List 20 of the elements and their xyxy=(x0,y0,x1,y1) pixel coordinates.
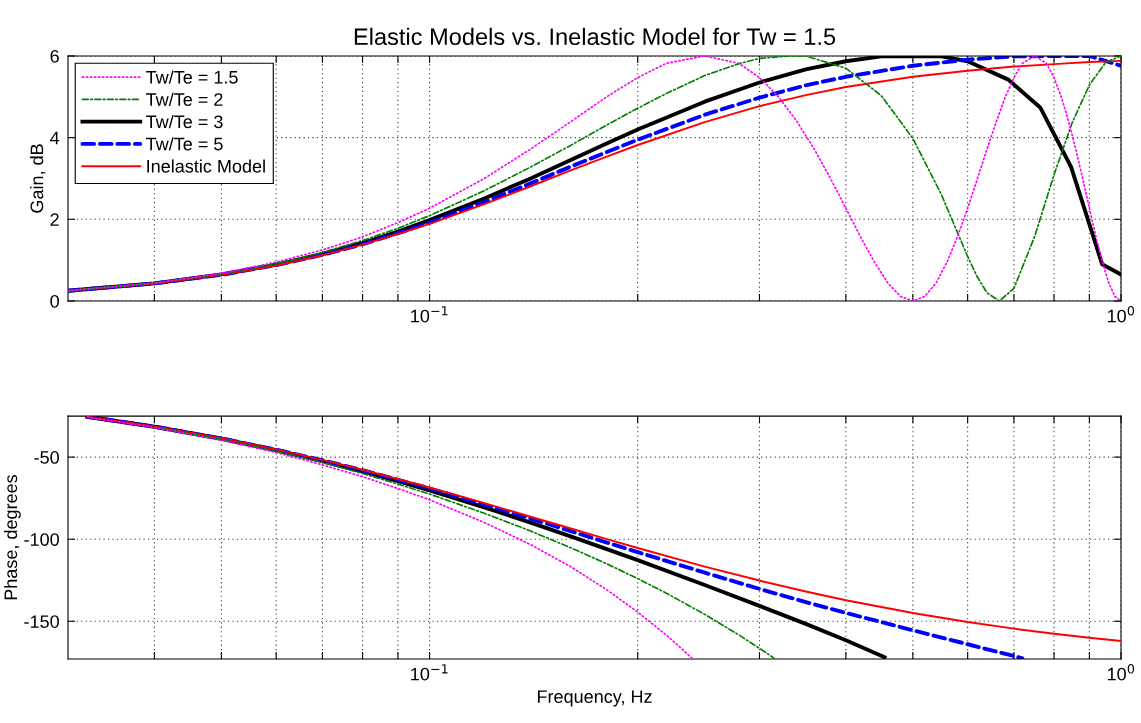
y-axis-title: Gain, dB xyxy=(30,144,46,213)
y-tick-label: -150 xyxy=(24,615,59,628)
legend-label: Tw/Te = 2 xyxy=(146,92,223,106)
x-tick-label: 10$^{0}$ xyxy=(1107,664,1135,681)
y-tick-label: -100 xyxy=(24,533,59,546)
y-tick-label: 0 xyxy=(50,294,59,308)
y-axis-title: Phase, degrees xyxy=(3,474,21,600)
legend-label: Inelastic Model xyxy=(147,159,265,173)
y-tick-label: 6 xyxy=(50,49,59,63)
x-axis-title: Frequency, Hz xyxy=(537,690,652,707)
y-tick-label: -50 xyxy=(34,451,59,464)
x-tick-label: 10$^{0}$ xyxy=(1107,305,1135,323)
legend-label: Tw/Te = 5 xyxy=(146,137,223,151)
x-tick-label: 10$^{−1}$ xyxy=(411,306,448,323)
legend-label: Tw/Te = 1.5 xyxy=(146,70,238,84)
y-tick-label: 2 xyxy=(50,213,59,226)
legend-label: Tw/Te = 3 xyxy=(146,114,223,129)
chart-title: Elastic Models vs. Inelastic Model for Tw = 1.5 xyxy=(354,27,836,46)
y-tick-label: 4 xyxy=(50,131,60,145)
x-tick-label: 10$^{−1}$ xyxy=(411,664,448,681)
